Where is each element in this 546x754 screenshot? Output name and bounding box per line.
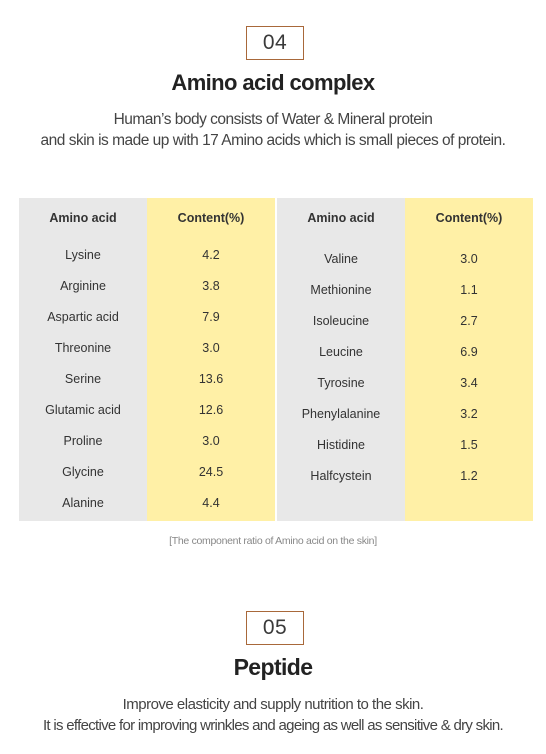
right-value-column [405,198,533,521]
table-cell-value: 12.6 [198,403,224,417]
section-number-badge: 05 [246,611,304,645]
table-cell-value: 13.6 [198,372,224,386]
table-cell-name: Leucine [319,345,363,359]
table-cell-value: 2.7 [460,314,478,328]
table-cell-value: 3.0 [460,252,478,266]
section-title: Amino acid complex [171,70,375,95]
table-cell-value: 3.0 [202,434,220,448]
table-cell-name: Glycine [62,465,104,479]
table-cell-value: 7.9 [202,310,220,324]
description-line: Improve elasticity and supply nutrition … [122,696,424,713]
table-cell-name: Arginine [60,279,106,293]
table-cell-name: Halfcystein [310,469,372,483]
table-cell-value: 3.8 [202,279,220,293]
description-line: Human’s body consists of Water & Mineral… [113,111,433,128]
table-cell-name: Proline [63,434,103,448]
table-cell-name: Threonine [54,341,112,355]
left-name-column [19,198,147,521]
table-cell-name: Phenylalanine [301,407,381,421]
table-cell-value: 1.2 [460,469,478,483]
right-name-column [277,198,405,521]
table-cell-value: 1.5 [460,438,478,452]
table-cell-value: 4.4 [202,496,220,510]
table-cell-name: Serine [64,372,102,386]
table-cell-name: Valine [324,252,358,266]
table-cell-value: 24.5 [198,465,224,479]
table-cell-name: Alanine [62,496,104,510]
section-description: Human’s body consists of Water & Mineral… [0,109,546,151]
left-header-amino-acid: Amino acid [49,211,117,225]
section-number: 05 [262,616,288,639]
table-cell-name: Histidine [317,438,365,452]
left-header-content: Content(%) [177,211,245,225]
table-cell-name: Tyrosine [317,376,365,390]
table-cell-value: 6.9 [460,345,478,359]
right-header-amino-acid: Amino acid [307,211,375,225]
table-cell-value: 4.2 [202,248,220,262]
table-cell-value: 3.2 [460,407,478,421]
table-cell-name: Isoleucine [312,314,370,328]
section-number-badge: 04 [246,26,304,60]
table-cell-name: Methionine [310,283,372,297]
left-value-column [147,198,275,521]
table-cell-name: Glutamic acid [45,403,121,417]
section-description: Improve elasticity and supply nutrition … [0,694,546,736]
right-header-content: Content(%) [435,211,503,225]
description-line: It is effective for improving wrinkles a… [42,717,504,734]
table-cell-name: Lysine [65,248,101,262]
table-cell-value: 3.0 [202,341,220,355]
table-caption: [The component ratio of Amino acid on th… [169,535,377,547]
section-number: 04 [262,31,288,54]
table-cell-value: 1.1 [460,283,478,297]
table-cell-name: Aspartic acid [47,310,119,324]
section-title: Peptide [233,654,313,680]
description-line: and skin is made up with 17 Amino acids … [40,132,506,149]
table-cell-value: 3.4 [460,376,478,390]
